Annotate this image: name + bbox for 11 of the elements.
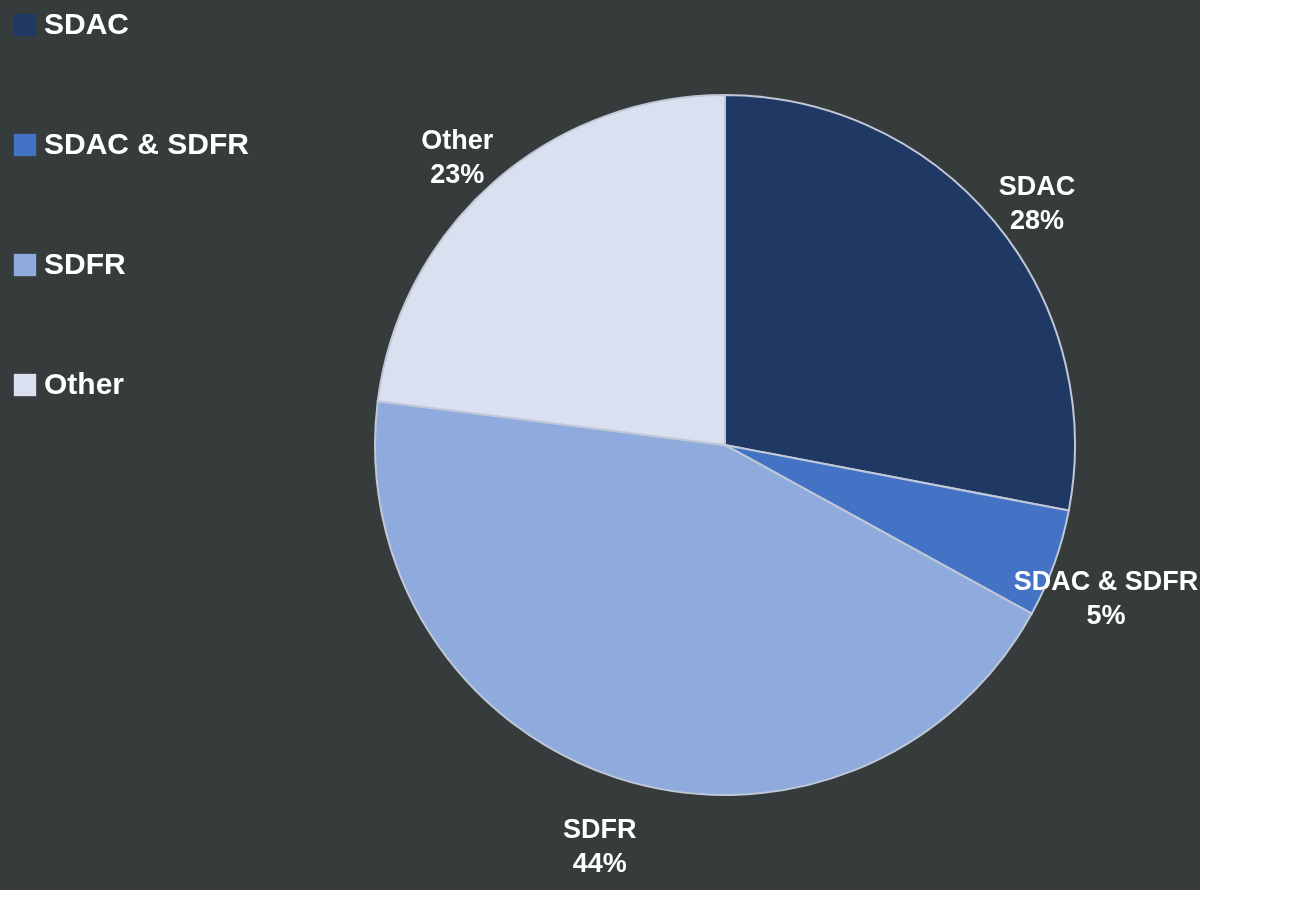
- data-label: 5%: [1086, 600, 1126, 631]
- data-label: 23%: [430, 159, 485, 190]
- legend-label: Other: [44, 367, 125, 400]
- legend-label: SDAC: [44, 7, 130, 40]
- legend-label: SDFR: [44, 247, 126, 280]
- legend-label: SDAC & SDFR: [44, 127, 250, 160]
- slice-label: SDFR: [563, 814, 637, 845]
- slice-label: SDAC: [998, 170, 1076, 201]
- data-label: 44%: [572, 848, 627, 879]
- slice-label: Other: [421, 125, 494, 156]
- data-label: 28%: [1010, 204, 1065, 235]
